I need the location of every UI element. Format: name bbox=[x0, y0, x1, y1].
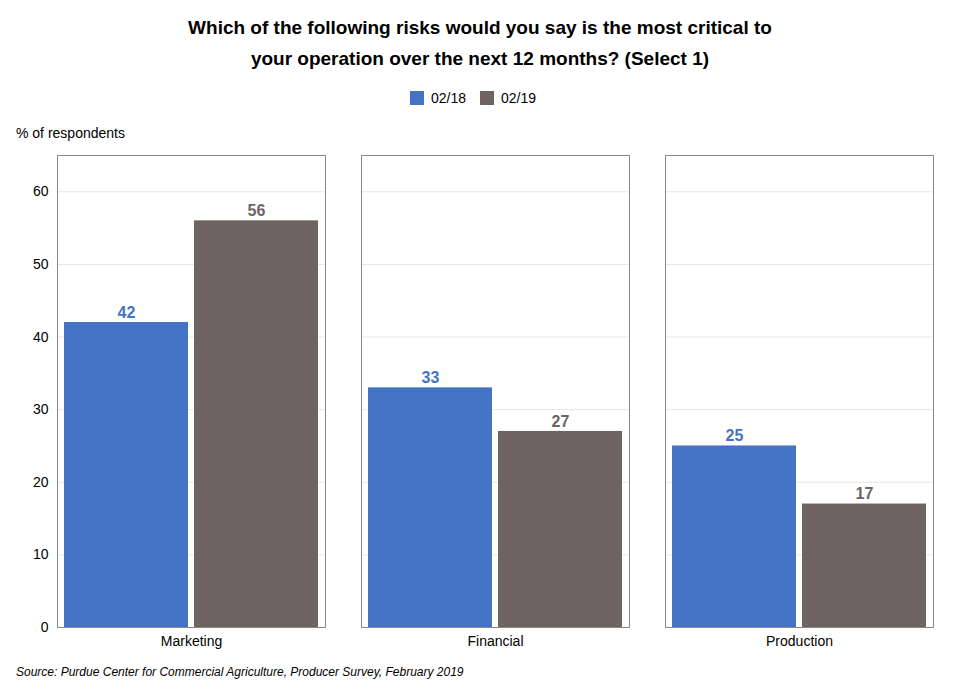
html-text:02/18: 02/18 bbox=[431, 89, 466, 106]
svg-text:10: 10 bbox=[33, 547, 49, 563]
svg-text:20: 20 bbox=[33, 474, 49, 490]
svg-text:0: 0 bbox=[41, 619, 49, 635]
svg-text:Marketing: Marketing bbox=[161, 634, 222, 650]
html-text:your operation over the next 1: your operation over the next 12 months? … bbox=[250, 47, 710, 69]
svg-text:50: 50 bbox=[33, 256, 49, 272]
html-text:Source: Purdue Center for Comm: Source: Purdue Center for Commercial Agr… bbox=[16, 665, 464, 680]
html-text:02/19: 02/19 bbox=[501, 89, 536, 106]
svg-text:42: 42 bbox=[118, 304, 136, 321]
svg-text:60: 60 bbox=[33, 184, 49, 200]
html-text:Which of the following risks w: Which of the following risks would you s… bbox=[188, 17, 772, 38]
svg-text:33: 33 bbox=[422, 369, 440, 386]
svg-text:56: 56 bbox=[248, 202, 266, 219]
svg-text:17: 17 bbox=[856, 486, 874, 503]
svg-text:27: 27 bbox=[552, 413, 570, 430]
svg-text:25: 25 bbox=[726, 427, 744, 444]
svg-text:30: 30 bbox=[33, 402, 49, 418]
svg-text:Production: Production bbox=[766, 634, 833, 650]
svg-text:40: 40 bbox=[33, 329, 49, 345]
html-text:% of respondents: % of respondents bbox=[16, 125, 125, 142]
svg-text:Financial: Financial bbox=[467, 634, 523, 650]
